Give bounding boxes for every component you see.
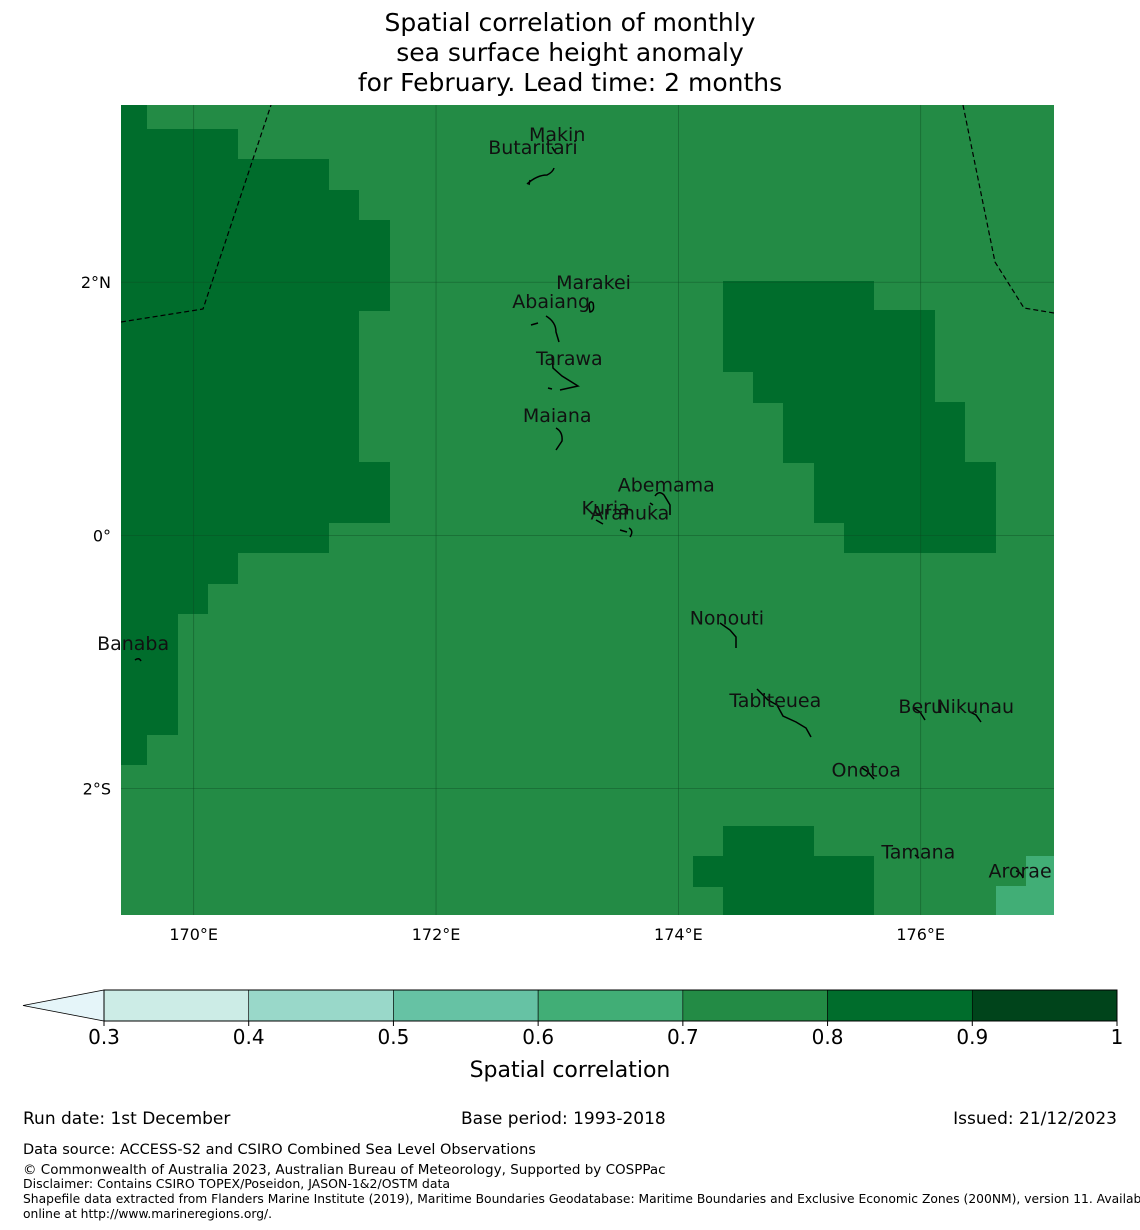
colorbar-tick-label: 0.8	[812, 1025, 844, 1049]
island-label-beru: Beru	[898, 696, 943, 718]
nonouti-outline	[719, 622, 737, 648]
colorbar: 0.3 0.4 0.5 0.6 0.7 0.8 0.9 1 Spatial correlati…	[22, 989, 1123, 1083]
colorbar-cell-0.6-0.7	[537, 989, 684, 1022]
island-label-butaritari: Butaritari	[488, 137, 577, 159]
island-label-maiana: Maiana	[523, 405, 592, 427]
banaba-outline	[134, 657, 142, 662]
colorbar-tick-label: 0.5	[378, 1025, 410, 1049]
lon-tick-label: 176°E	[896, 925, 945, 944]
copyright: © Commonwealth of Australia 2023, Austra…	[23, 1162, 666, 1178]
eez-boundary-west	[121, 105, 272, 323]
beru-outline	[913, 707, 926, 721]
kuria-outline	[595, 519, 604, 525]
base-period: Base period: 1993-2018	[461, 1109, 666, 1129]
colorbar-tick-label: 0.6	[522, 1025, 554, 1049]
island-label-kuria: Kuria	[582, 497, 630, 519]
colorbar-cell-0.4-0.5	[248, 989, 394, 1022]
issued-date: Issued: 21/12/2023	[953, 1109, 1117, 1129]
map-area	[121, 105, 1054, 915]
colorbar-tick-label: 0.3	[88, 1025, 120, 1049]
lat-tick-label: 2°N	[81, 273, 111, 292]
island-label-aranuka: Aranuka	[590, 503, 669, 525]
lon-tick-label: 172°E	[412, 925, 461, 944]
eez-boundaries	[121, 105, 1054, 323]
colorbar-cell-0.7-0.8	[682, 989, 828, 1022]
maiana-outline	[555, 427, 563, 451]
abaiang-outline	[530, 315, 560, 343]
gridlines	[121, 105, 1054, 915]
colorbar-tick-label: 0.7	[667, 1025, 699, 1049]
island-label-arorae: Arorae	[988, 861, 1051, 883]
abemama-outline	[649, 492, 671, 515]
colorbar-extend-arrow	[22, 989, 105, 1022]
colorbar-cell-0.8-0.9	[827, 989, 973, 1022]
colorbar-outline	[103, 989, 1118, 1022]
island-label-nonouti: Nonouti	[690, 608, 764, 630]
island-label-abaiang: Abaiang	[512, 291, 590, 313]
marakei-outline	[588, 301, 595, 313]
lon-tick-label: 174°E	[654, 925, 703, 944]
island-label-abemama: Abemama	[618, 475, 715, 497]
aranuka-outline	[619, 527, 633, 538]
makin-outline	[551, 146, 556, 153]
island-label-tamana: Tamana	[880, 842, 955, 864]
colorbar-cell-0.3-0.4	[103, 989, 250, 1022]
colorbar-title: Spatial correlation	[470, 1058, 671, 1083]
island-outlines	[134, 146, 1024, 879]
chart-title: Spatial correlation of monthly sea surfa…	[270, 8, 870, 98]
arorae-outline	[1015, 870, 1024, 879]
lon-tick-label: 170°E	[169, 925, 218, 944]
colorbar-ticks: 0.3 0.4 0.5 0.6 0.7 0.8 0.9 1	[88, 1021, 1123, 1049]
axis-ticks: 170°E 172°E 174°E 176°E 2°N 0° 2°S	[81, 273, 945, 944]
tamana-outline	[914, 854, 920, 859]
shapefile-note-1: Shapefile data extracted from Flanders M…	[23, 1192, 1140, 1206]
island-label-tarawa: Tarawa	[535, 348, 603, 370]
colorbar-tick-label: 1	[1111, 1025, 1124, 1049]
lat-tick-label: 0°	[93, 526, 111, 545]
title-line-1: Spatial correlation of monthly	[384, 8, 756, 37]
colorbar-cells	[103, 989, 1118, 1022]
nikunau-outline	[969, 711, 982, 723]
tarawa-outline	[547, 354, 580, 391]
colorbar-cell-0.9-1	[971, 989, 1118, 1022]
title-line-2: sea surface height anomaly	[396, 38, 744, 67]
lat-tick-label: 2°S	[83, 779, 111, 798]
island-label-onotoa: Onotoa	[832, 759, 901, 781]
disclaimer: Disclaimer: Contains CSIRO TOPEX/Poseido…	[23, 1176, 451, 1191]
title-line-3: for February. Lead time: 2 months	[357, 68, 783, 97]
run-date: Run date: 1st December	[23, 1109, 231, 1129]
colorbar-tick-label: 0.9	[956, 1025, 988, 1049]
island-label-tabiteuea: Tabiteuea	[728, 690, 821, 712]
tabiteuea-outline	[756, 688, 812, 738]
data-source: Data source: ACCESS-S2 and CSIRO Combine…	[23, 1142, 536, 1158]
correlation-cells-high	[121, 105, 996, 915]
colorbar-cell-0.5-0.6	[393, 989, 539, 1022]
colorbar-tick-label: 0.4	[233, 1025, 265, 1049]
island-label-makin: Makin	[529, 124, 585, 146]
correlation-cells-medium	[996, 856, 1054, 915]
eez-boundary-east	[962, 105, 1054, 314]
island-label-banaba: Banaba	[97, 633, 169, 655]
island-label-marakei: Marakei	[556, 272, 631, 294]
butaritari-outline	[526, 167, 555, 186]
shapefile-note-2: online at http://www.marineregions.org/.	[23, 1207, 273, 1221]
onotoa-outline	[861, 767, 875, 780]
island-label-nikunau: Nikunau	[936, 696, 1014, 718]
